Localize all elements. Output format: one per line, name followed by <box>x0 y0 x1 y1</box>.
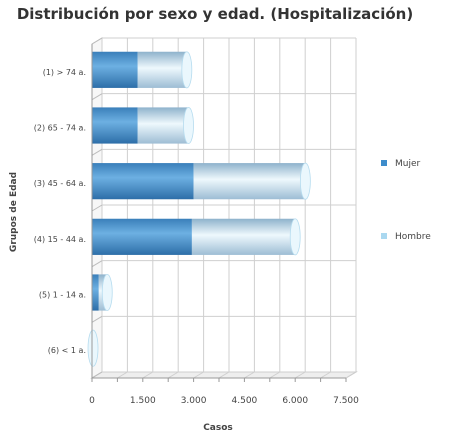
wall-gridline <box>91 204 103 212</box>
axes <box>91 44 347 382</box>
bar-mujer-4-15-44-a <box>92 218 192 255</box>
bar-mujer-3-45-64-a <box>92 163 194 200</box>
bar-end-cap <box>181 51 193 89</box>
bar-hombre-4-15-44-a <box>191 218 296 255</box>
bar-group-4-15-44-a <box>92 218 301 256</box>
axis-labels: 0 1.500 3.000 4.500 6.000 7.500 (1) > 74 a. (2)… <box>9 68 359 433</box>
floor-gridline <box>345 371 357 379</box>
bar-end-cap <box>87 329 99 367</box>
wall-gridline <box>91 93 103 101</box>
bar-group-2-65-74-a <box>92 107 194 144</box>
y-tick-label: (6) < 1 a. <box>48 346 86 355</box>
legend-label-mujer: Mujer <box>395 159 421 169</box>
bar-group-3-45-64-a <box>92 162 311 200</box>
y-axis-title: Grupos de Edad <box>9 172 19 252</box>
bar-end-cap <box>289 218 301 256</box>
x-tick-label: 7.500 <box>333 396 359 406</box>
y-tick-label: (4) 15 - 44 a. <box>34 235 86 244</box>
floor-gridline <box>269 371 281 379</box>
floor-gridline <box>167 371 179 379</box>
bar-group-5-1-14-a <box>92 274 113 311</box>
legend: Mujer Hombre <box>381 159 431 242</box>
floor-gridline <box>294 371 306 379</box>
wall-gridline <box>91 315 103 323</box>
bar-mujer-5-1-14-a <box>92 274 99 311</box>
bar-group-6-1-a <box>87 329 99 367</box>
bar-mujer-2-65-74-a <box>92 107 138 144</box>
floor-gridline <box>320 371 331 379</box>
x-tick-label: 4.500 <box>232 396 258 406</box>
gridlines <box>91 37 357 379</box>
x-tick-label: 1.500 <box>130 396 156 406</box>
y-tick-label: (1) > 74 a. <box>43 68 86 77</box>
bar-end-cap <box>101 274 113 311</box>
x-axis-title: Casos <box>203 423 233 433</box>
bar-group-1-74-a <box>92 51 193 89</box>
bar-end-cap <box>183 107 194 144</box>
legend-label-hombre: Hombre <box>395 232 431 242</box>
floor-gridline <box>218 371 230 379</box>
x-tick-label: 3.000 <box>181 396 207 406</box>
chart-title: Distribución por sexo y edad. (Hospitali… <box>16 5 414 23</box>
bar-hombre-3-45-64-a <box>193 163 306 200</box>
bar-end-cap <box>299 162 311 200</box>
wall-gridline <box>91 260 103 268</box>
chart-walls <box>90 37 358 379</box>
y-tick-label: (2) 65 - 74 a. <box>34 124 86 133</box>
y-tick-label: (5) 1 - 14 a. <box>39 291 86 300</box>
bar-mujer-1-74-a <box>92 51 138 88</box>
bar-hombre-1-74-a <box>137 51 187 88</box>
bars <box>87 51 311 367</box>
x-tick-label: 0 <box>89 396 95 406</box>
floor-gridline <box>142 371 154 379</box>
x-tick-label: 6.000 <box>282 396 308 406</box>
wall-gridline <box>91 37 103 45</box>
floor-gridline <box>117 371 128 379</box>
floor-gridline <box>193 371 204 379</box>
y-tick-label: (3) 45 - 64 a. <box>34 179 86 188</box>
floor-gridline <box>244 371 255 379</box>
wall-gridline <box>91 148 103 156</box>
bar-hombre-2-65-74-a <box>137 107 189 144</box>
legend-swatch-hombre <box>381 233 387 239</box>
legend-swatch-mujer <box>381 160 387 166</box>
wall-gridline <box>91 371 103 379</box>
